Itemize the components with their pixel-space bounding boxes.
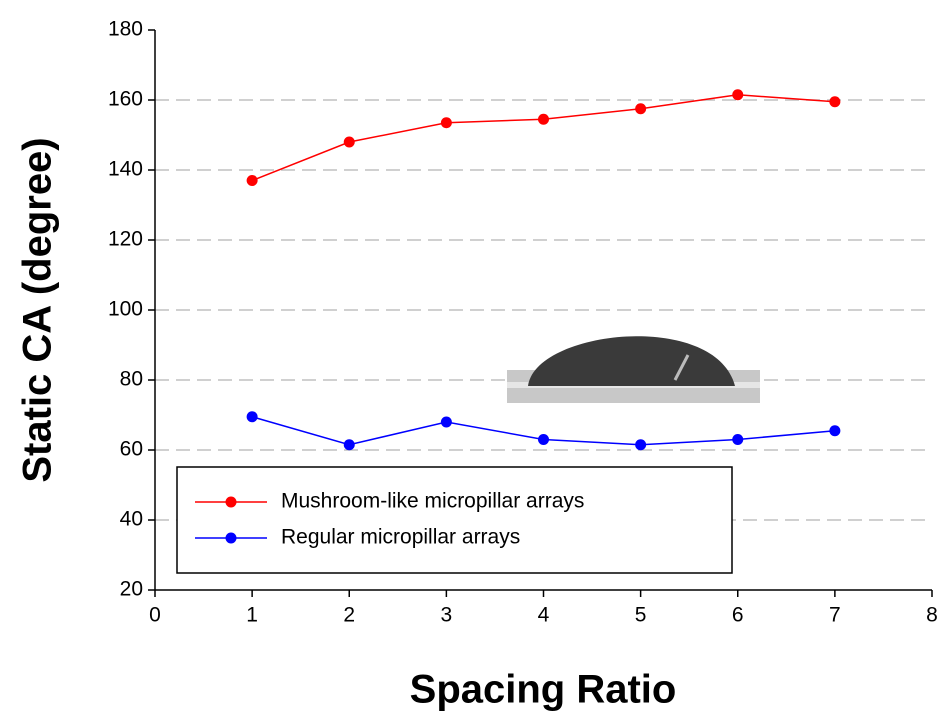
legend-box	[176, 466, 733, 574]
y-tick-label: 100	[108, 298, 143, 321]
data-point	[635, 103, 647, 115]
plot: 20 40 60 80 100 120 140 160 180 0 1 2 3 4 5 6 7 8 Mushroom…	[108, 18, 938, 627]
data-point	[343, 136, 355, 148]
data-point	[246, 175, 258, 186]
x-tick-label: 2	[343, 604, 355, 627]
data-point	[538, 113, 549, 125]
legend-label: Regular micropillar arrays	[281, 526, 520, 549]
y-tick-label: 80	[120, 368, 143, 391]
x-tick-label: 7	[829, 604, 841, 627]
data-point	[246, 411, 258, 423]
data-point	[538, 434, 549, 445]
x-tick-label: 8	[926, 604, 938, 627]
legend: Mushroom-like micropillar arrays Regular …	[176, 466, 733, 574]
legend-label: Mushroom-like micropillar arrays	[281, 490, 584, 513]
x-tick-label: 4	[538, 604, 550, 627]
x-tick-label: 3	[441, 604, 453, 627]
y-tick-label: 120	[108, 228, 143, 251]
x-tick-label: 1	[246, 604, 258, 627]
data-point	[732, 434, 744, 445]
grid	[155, 99, 932, 521]
legend-marker	[225, 496, 237, 508]
inset-droplet	[528, 336, 735, 386]
data-point	[343, 439, 355, 451]
y-tick-label: 60	[120, 438, 143, 461]
data-point	[829, 425, 841, 437]
x-tick-label: 0	[149, 604, 161, 627]
data-point	[829, 96, 841, 108]
series-line	[251, 93, 835, 182]
data-point	[635, 439, 647, 451]
data-point	[732, 89, 744, 101]
y-tick-label: 180	[108, 18, 143, 41]
droplet-inset	[507, 336, 760, 403]
data-point	[440, 416, 452, 428]
y-axis-title: Static CA (degree)	[16, 137, 60, 482]
x-axis-title: Spacing Ratio	[410, 668, 677, 712]
y-tick-label: 140	[108, 158, 143, 181]
y-tick-label: 160	[108, 88, 143, 111]
x-tick-label: 6	[732, 604, 744, 627]
y-tick-label: 40	[120, 508, 143, 531]
x-tick-label: 5	[635, 604, 647, 627]
data-point	[440, 117, 452, 129]
y-tick-label: 20	[120, 578, 143, 601]
inset-needle	[673, 354, 690, 381]
legend-marker	[225, 532, 237, 544]
